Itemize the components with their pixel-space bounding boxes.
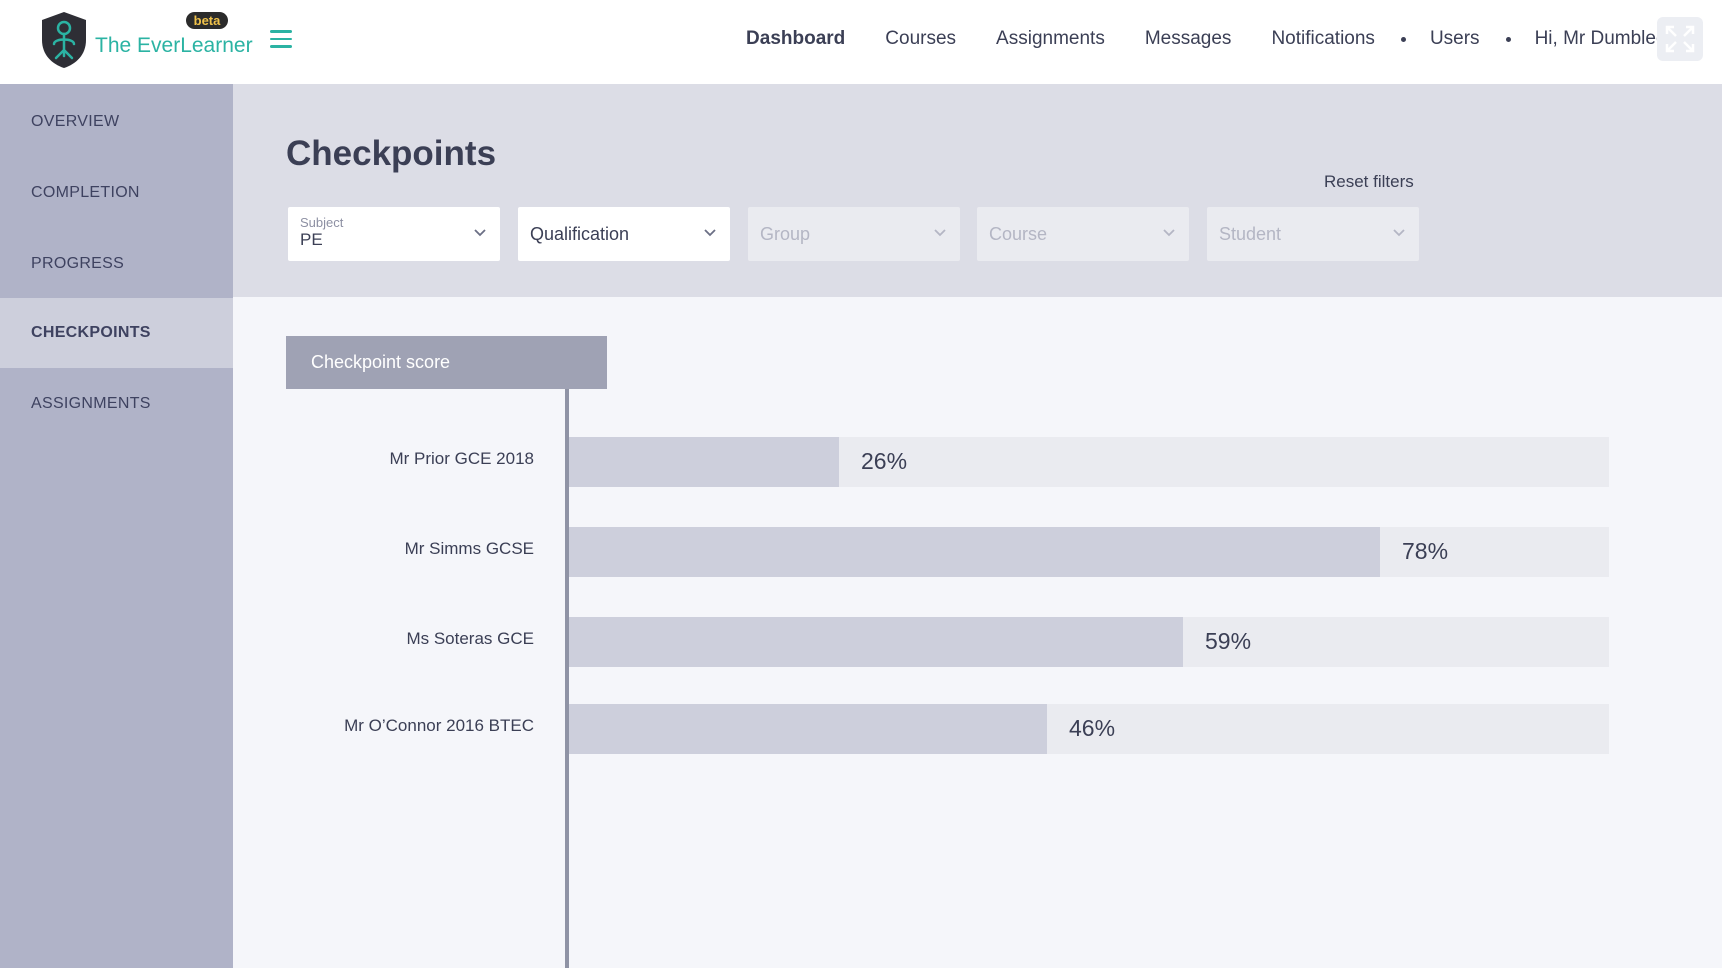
- bar-category-label: Mr Prior GCE 2018: [389, 449, 534, 468]
- sidebar-item-overview[interactable]: OVERVIEW: [31, 113, 120, 130]
- sidebar-item-checkpoints[interactable]: CHECKPOINTS: [0, 298, 233, 368]
- bar[interactable]: [569, 437, 839, 487]
- bar-value-label: 26%: [861, 448, 908, 474]
- bar-category-label: Mr O’Connor 2016 BTEC: [344, 716, 534, 735]
- nav-dashboard[interactable]: Dashboard: [746, 28, 846, 49]
- reset-filters-link[interactable]: Reset filters: [1324, 172, 1414, 191]
- subject-select-label: Subject: [300, 215, 344, 230]
- bar-track: 46%: [569, 704, 1609, 754]
- chart-y-axis: [565, 389, 569, 968]
- sidebar-item-progress[interactable]: PROGRESS: [31, 255, 125, 272]
- qualification-select[interactable]: Qualification: [518, 207, 730, 261]
- beta-badge: beta: [186, 12, 228, 29]
- nav-users[interactable]: Users: [1429, 28, 1480, 49]
- student-select[interactable]: Student: [1207, 207, 1419, 261]
- nav-messages[interactable]: Messages: [1144, 28, 1232, 49]
- nav-notifications[interactable]: Notifications: [1271, 28, 1375, 49]
- top-navigation: Dashboard Courses Assignments Messages N…: [706, 28, 1694, 50]
- fullscreen-button[interactable]: [1657, 17, 1703, 61]
- filters-panel: [233, 84, 1722, 297]
- bar-category-label: Mr Simms GCSE: [404, 539, 534, 558]
- subject-select[interactable]: Subject PE: [288, 207, 500, 261]
- chevron-down-icon: [474, 229, 486, 237]
- bar[interactable]: [569, 527, 1380, 577]
- fullscreen-icon: [1665, 25, 1695, 53]
- checkpoint-score-tab[interactable]: Checkpoint score: [286, 336, 607, 389]
- qualification-select-placeholder: Qualification: [530, 224, 630, 244]
- everlearner-logo-icon[interactable]: [38, 10, 90, 70]
- bar-value-label: 78%: [1402, 538, 1449, 564]
- group-select[interactable]: Group: [748, 207, 960, 261]
- bar-track: 78%: [569, 527, 1609, 577]
- chevron-down-icon: [1393, 229, 1405, 237]
- sidebar: OVERVIEW COMPLETION PROGRESS CHECKPOINTS…: [0, 84, 233, 968]
- page-title: Checkpoints: [286, 134, 497, 173]
- brand-name[interactable]: The EverLearner: [95, 34, 253, 57]
- bar-category-label: Ms Soteras GCE: [406, 629, 534, 648]
- bar-value-label: 46%: [1069, 715, 1116, 741]
- bar-track: 59%: [569, 617, 1609, 667]
- nav-user-greeting[interactable]: Hi, Mr Dumbledore: [1534, 28, 1694, 49]
- hamburger-menu-icon[interactable]: [270, 30, 292, 50]
- nav-separator-dot: [1400, 36, 1406, 42]
- nav-assignments[interactable]: Assignments: [996, 28, 1105, 49]
- chevron-down-icon: [1163, 229, 1175, 237]
- sidebar-item-completion[interactable]: COMPLETION: [31, 184, 140, 201]
- course-select[interactable]: Course: [977, 207, 1189, 261]
- bar-value-label: 59%: [1205, 628, 1252, 654]
- student-select-placeholder: Student: [1219, 224, 1282, 244]
- course-select-placeholder: Course: [989, 224, 1048, 244]
- chevron-down-icon: [704, 229, 716, 237]
- bar[interactable]: [569, 617, 1183, 667]
- bar[interactable]: [569, 704, 1047, 754]
- nav-separator-dot: [1505, 36, 1511, 42]
- bar-track: 26%: [569, 437, 1609, 487]
- top-header: The EverLearner beta Dashboard Courses A…: [0, 0, 1722, 84]
- sidebar-item-assignments[interactable]: ASSIGNMENTS: [31, 395, 151, 412]
- subject-select-value: PE: [300, 230, 323, 249]
- group-select-placeholder: Group: [760, 224, 811, 244]
- nav-courses[interactable]: Courses: [885, 28, 957, 49]
- chevron-down-icon: [934, 229, 946, 237]
